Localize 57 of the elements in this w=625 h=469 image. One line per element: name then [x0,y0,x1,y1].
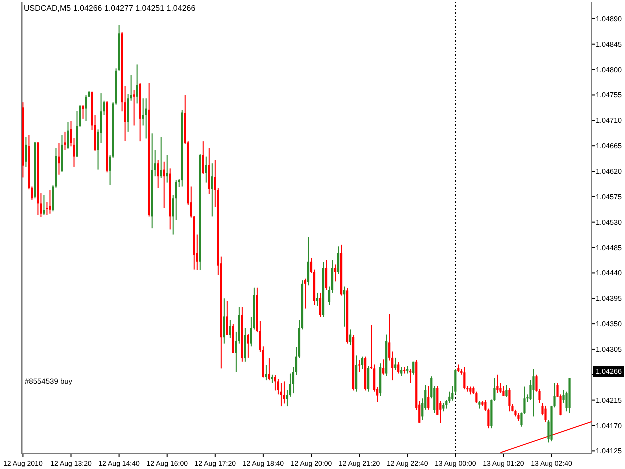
candlestick [223,298,226,344]
candlestick [136,64,138,104]
candlestick [508,388,511,412]
candlestick [226,300,228,336]
candlestick [247,334,250,358]
candlestick [274,374,277,392]
candlestick [398,362,400,374]
candlestick [208,148,210,195]
candlestick [64,131,66,151]
candlestick [412,361,415,376]
candlestick [67,122,70,150]
candlestick [202,141,204,175]
candlestick [506,384,508,398]
candlestick [400,366,403,377]
candlestick [496,374,499,394]
candlestick [85,94,88,122]
candlestick [316,292,319,306]
candlestick [82,104,84,120]
candlestick [562,390,565,404]
chart-title: USDCAD,M5 1.04266 1.04277 1.04251 1.04266 [24,4,196,13]
candlestick [362,356,364,370]
candlestick [476,391,478,404]
candlestick [283,381,286,404]
candlestick [145,98,148,140]
candlestick [358,360,361,373]
candlestick [464,366,466,390]
candlestick [337,246,340,275]
candlestick [49,190,52,214]
candlestick [160,136,162,179]
candlestick [368,366,370,392]
candlestick [244,328,246,362]
candlestick [307,236,310,286]
candlestick [166,154,168,184]
candlestick [428,386,430,410]
candlestick [163,161,166,209]
candlestick [268,358,271,382]
candlestick [349,329,352,346]
candlestick [532,368,535,418]
candlestick [58,142,60,176]
candlestick [502,386,505,397]
candlestick [356,355,358,392]
candlestick [334,264,337,282]
candlestick [25,136,28,168]
candlestick [133,90,136,126]
candlestick [343,286,346,328]
candlestick [394,357,397,371]
candlestick [211,163,214,218]
candlestick [157,160,160,189]
candlestick [319,292,322,318]
candlestick [304,278,307,310]
candlestick [325,260,328,291]
candlestick [544,405,547,423]
candlestick [229,320,232,339]
candlestick [43,194,46,216]
candlestick [46,202,48,216]
candlestick [205,156,208,184]
candlestick [382,359,385,376]
